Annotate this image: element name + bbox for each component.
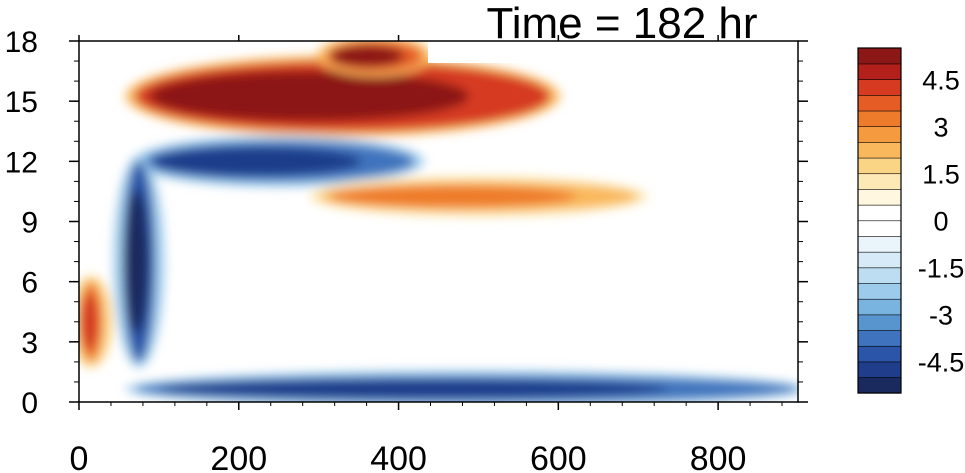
colorbar-swatch	[857, 345, 902, 363]
colorbar-swatch	[857, 282, 902, 300]
heat-blob-core	[79, 293, 99, 351]
colorbar-swatch	[857, 220, 902, 237]
colorbar-swatch	[857, 235, 902, 253]
colorbar-label: 4.5	[922, 65, 960, 95]
y-axis-ticks: 0 3 6 9 12 15 18	[5, 26, 808, 420]
colorbar-swatch	[857, 63, 902, 80]
colorbar-swatch	[857, 188, 902, 206]
y-tick-label: 3	[21, 327, 38, 360]
heat-blob-core	[330, 45, 404, 67]
colorbar-swatch	[857, 47, 902, 65]
y-tick-label: 18	[5, 26, 38, 59]
x-tick-label: 200	[210, 440, 267, 473]
heat-blob-core	[149, 71, 470, 122]
colorbar-label: 1.5	[922, 159, 960, 189]
colorbar-label: -4.5	[918, 348, 965, 378]
colorbar-swatch	[857, 141, 902, 159]
x-tick-label: 600	[530, 440, 587, 473]
y-tick-label: 0	[21, 387, 38, 420]
colorbar-swatch	[857, 377, 902, 394]
colorbar-labels: 4.5 3 1.5 0 -1.5 -3 -4.5	[918, 65, 965, 377]
heat-blob-core	[152, 147, 362, 176]
colorbar-swatch	[857, 314, 902, 331]
colorbar-label: 0	[933, 207, 948, 237]
colorbar-swatch	[857, 329, 902, 347]
y-tick-label: 15	[5, 86, 38, 119]
x-tick-label: 400	[370, 440, 427, 473]
y-tick-label: 6	[21, 267, 38, 300]
y-tick-label: 12	[5, 146, 38, 179]
heatmap-field	[79, 41, 798, 402]
heat-blob-core	[158, 379, 669, 399]
colorbar-swatch	[857, 361, 902, 378]
colorbar	[857, 47, 902, 394]
x-axis-ticks: 0 200 400 600 800	[70, 35, 783, 473]
colorbar-label: -1.5	[918, 254, 965, 284]
colorbar-swatch	[857, 173, 902, 190]
colorbar-swatch	[857, 126, 902, 143]
colorbar-swatch	[857, 94, 902, 112]
colorbar-swatch	[857, 267, 902, 284]
y-tick-label: 9	[21, 207, 38, 240]
x-tick-label: 0	[70, 440, 89, 473]
chart-title: Time = 182 hr	[486, 0, 757, 48]
colorbar-swatch	[857, 251, 902, 269]
colorbar-swatch	[857, 298, 902, 316]
heat-blob-core	[329, 185, 576, 208]
colorbar-frame	[857, 47, 902, 394]
colorbar-label: -3	[929, 301, 953, 331]
colorbar-swatch	[857, 157, 902, 175]
colorbar-swatch	[857, 110, 902, 128]
colorbar-swatch	[857, 79, 902, 96]
colorbar-swatch	[857, 204, 902, 222]
title-mask	[428, 41, 798, 63]
heat-blob-core	[124, 189, 149, 334]
x-tick-label: 800	[690, 440, 747, 473]
colorbar-label: 3	[933, 112, 948, 142]
